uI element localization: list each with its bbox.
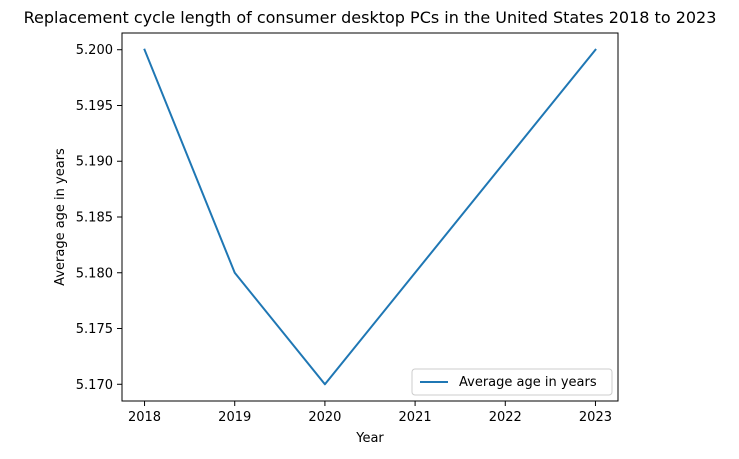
y-tick-label: 5.190 — [76, 155, 113, 170]
y-tick-label: 5.170 — [76, 378, 113, 393]
legend-entry-label: Average age in years — [459, 375, 597, 390]
chart-title: Replacement cycle length of consumer des… — [24, 8, 717, 27]
y-tick-label: 5.195 — [76, 99, 113, 114]
legend: Average age in years — [412, 369, 612, 395]
x-tick-label: 2019 — [218, 410, 251, 425]
y-tick-label: 5.180 — [76, 266, 113, 281]
x-axis-ticks: 2018 2019 2020 2021 2022 2023 — [128, 401, 612, 425]
x-tick-label: 2023 — [579, 410, 612, 425]
x-tick-label: 2021 — [399, 410, 432, 425]
y-tick-label: 5.175 — [76, 322, 113, 337]
y-tick-label: 5.185 — [76, 211, 113, 226]
series-line — [145, 50, 596, 385]
y-tick-label: 5.200 — [76, 43, 113, 58]
y-axis-label: Average age in years — [53, 148, 68, 286]
series-layer — [145, 50, 596, 385]
x-tick-label: 2022 — [489, 410, 522, 425]
y-axis-ticks: 5.170 5.175 5.180 5.185 5.190 5.195 5.200 — [76, 43, 122, 393]
x-tick-label: 2018 — [128, 410, 161, 425]
x-tick-label: 2020 — [308, 410, 341, 425]
x-axis-label: Year — [355, 431, 384, 446]
plot-frame — [122, 33, 618, 401]
